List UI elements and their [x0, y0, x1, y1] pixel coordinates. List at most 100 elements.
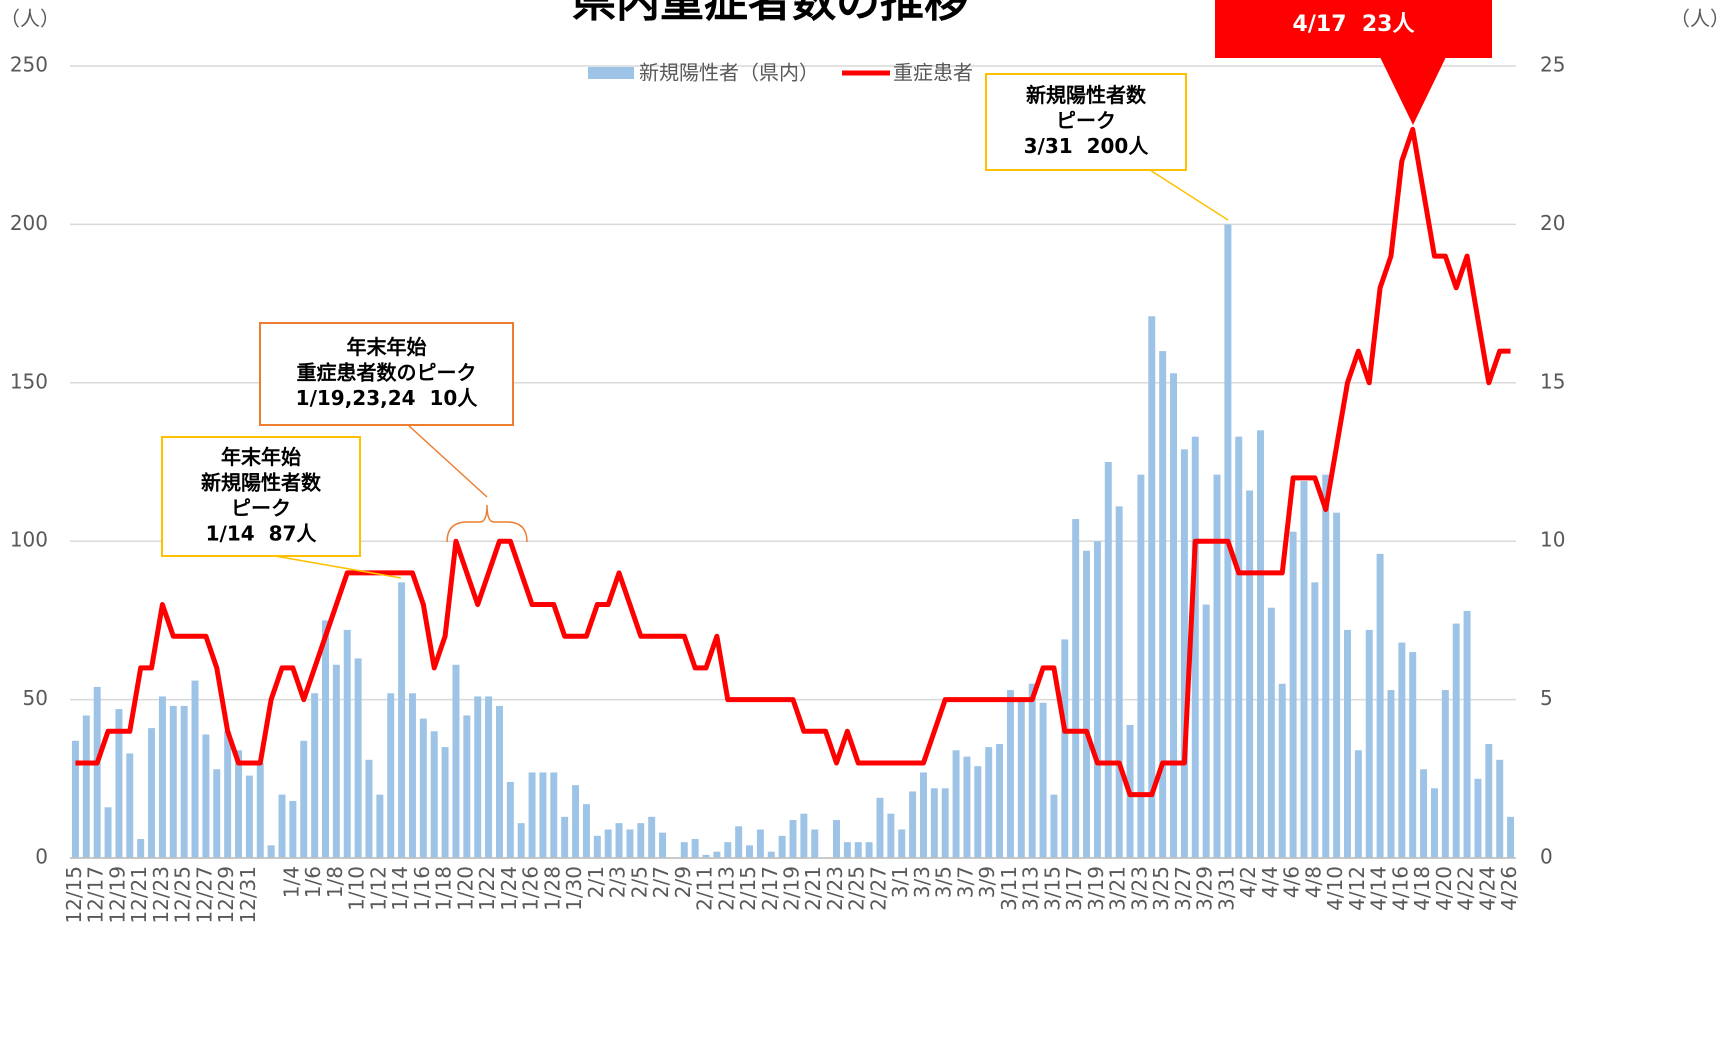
- bar: [1213, 474, 1221, 858]
- callout-text: ピーク: [231, 496, 291, 520]
- bar: [735, 826, 743, 858]
- bar: [1170, 373, 1178, 858]
- bar: [430, 731, 438, 858]
- x-tick-label: 4/10: [1323, 866, 1347, 911]
- x-tick-label: 1/30: [562, 866, 586, 911]
- bar: [1017, 699, 1025, 858]
- bar: [267, 845, 275, 858]
- brace: [446, 504, 528, 543]
- bar: [941, 788, 949, 858]
- callout-text: 3/31 200人: [1024, 134, 1150, 158]
- x-tick-label: 3/9: [975, 866, 999, 898]
- y2-tick-label: 20: [1540, 211, 1565, 235]
- bar: [778, 835, 786, 858]
- bar: [865, 842, 873, 858]
- bar: [191, 680, 199, 858]
- bar: [876, 797, 884, 858]
- callout-text: 重症患者数のピーク: [297, 361, 477, 385]
- callout-box: [259, 322, 514, 426]
- x-tick-label: 2/7: [649, 866, 673, 898]
- bar: [898, 829, 906, 858]
- bar: [1093, 541, 1101, 858]
- y-tick-label: 100: [10, 528, 48, 552]
- legend-label: 重症患者: [893, 61, 973, 85]
- callout-box: [161, 436, 361, 557]
- bar: [919, 772, 927, 858]
- x-tick-label: 4/22: [1454, 866, 1478, 911]
- bar: [1311, 582, 1319, 858]
- x-tick-label: 1/6: [301, 866, 325, 898]
- bar: [1267, 607, 1275, 858]
- bar: [887, 813, 895, 858]
- x-tick-label: 1/22: [475, 866, 499, 911]
- bar: [1485, 743, 1493, 858]
- callout-text: ピーク: [1056, 109, 1116, 133]
- bar: [702, 854, 710, 858]
- bar: [854, 842, 862, 858]
- x-tick-label: 4/14: [1367, 866, 1391, 911]
- bar: [1104, 462, 1112, 858]
- bar: [691, 838, 699, 858]
- bar: [126, 753, 134, 858]
- bar: [1246, 490, 1254, 858]
- x-tick-label: 3/15: [1040, 866, 1064, 911]
- x-tick-label: 3/17: [1062, 866, 1086, 911]
- x-tick-label: 2/11: [693, 866, 717, 911]
- bar: [506, 781, 514, 858]
- y-tick-label: 150: [10, 369, 48, 393]
- bar: [354, 658, 362, 858]
- bar: [811, 829, 819, 858]
- bar: [713, 851, 721, 858]
- x-tick-label: 4/2: [1236, 866, 1260, 898]
- x-tick-label: 1/18: [432, 866, 456, 911]
- x-tick-label: 1/12: [366, 866, 390, 911]
- callout-text: 1/14 87人: [206, 521, 318, 545]
- y-axis-unit: （人）: [0, 7, 60, 31]
- bar: [1039, 702, 1047, 858]
- bar: [1452, 623, 1460, 858]
- x-tick-label: 3/5: [932, 866, 956, 898]
- y-tick-label: 250: [10, 53, 48, 77]
- callout-text: 年末年始: [221, 445, 301, 469]
- chart-title: 県内重症者数の推移: [572, 0, 968, 27]
- x-tick-label: 3/27: [1171, 866, 1195, 911]
- bar: [1148, 316, 1156, 859]
- bar: [245, 775, 253, 858]
- y-tick-label: 200: [10, 211, 48, 235]
- bar: [1072, 519, 1080, 858]
- x-tick-label: 12/23: [149, 866, 173, 924]
- bar: [572, 785, 580, 858]
- x-tick-label: 2/1: [584, 866, 608, 898]
- y2-tick-label: 25: [1540, 53, 1565, 77]
- x-tick-label: 12/27: [192, 866, 216, 924]
- bar: [224, 731, 232, 858]
- bar: [213, 769, 221, 858]
- bar: [82, 715, 90, 858]
- bar: [1028, 683, 1036, 858]
- x-tick-label: 1/20: [453, 866, 477, 911]
- legend-swatch: [588, 67, 634, 79]
- bar: [343, 629, 351, 858]
- callout-text: 年末年始: [347, 335, 427, 359]
- x-tick-label: 2/25: [845, 866, 869, 911]
- bar: [289, 800, 297, 858]
- bar: [930, 788, 938, 858]
- callout-pointer: [1380, 57, 1446, 125]
- bar: [952, 750, 960, 858]
- bar: [1278, 683, 1286, 858]
- bar: [463, 715, 471, 858]
- x-tick-label: 2/3: [606, 866, 630, 898]
- bar: [767, 851, 775, 858]
- bar: [680, 842, 688, 858]
- callout-pointer: [407, 424, 488, 498]
- bar: [452, 664, 460, 858]
- bar: [1398, 642, 1406, 858]
- x-tick-label: 12/29: [214, 866, 238, 924]
- x-tick-label: 2/21: [801, 866, 825, 911]
- y2-tick-label: 0: [1540, 845, 1553, 869]
- y2-tick-label: 10: [1540, 528, 1565, 552]
- bar: [963, 756, 971, 858]
- bar: [235, 750, 242, 858]
- callout-box: [1215, 0, 1492, 58]
- bar: [419, 718, 427, 858]
